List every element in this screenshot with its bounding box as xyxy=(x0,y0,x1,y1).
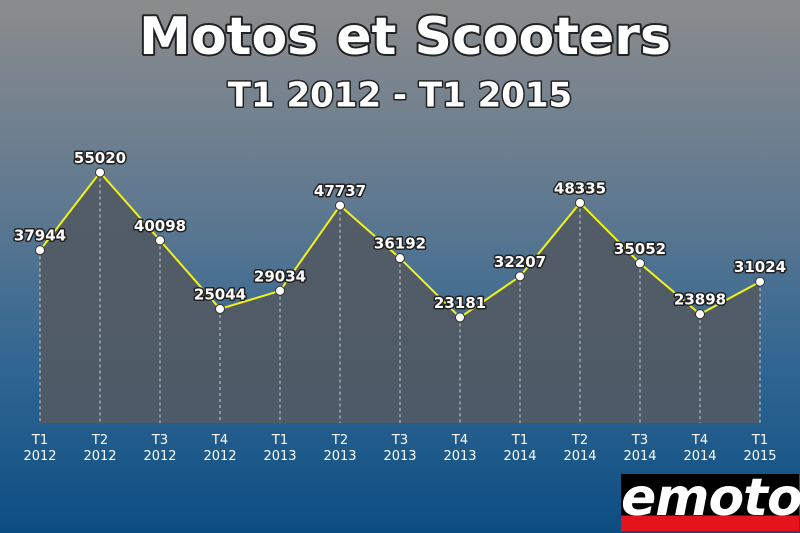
point xyxy=(695,309,705,320)
chart-title: Motos et Scooters xyxy=(139,7,671,67)
point xyxy=(755,276,765,287)
x-tick-label: T3 2013 xyxy=(383,433,417,464)
x-tick-label: T2 2013 xyxy=(323,433,357,464)
x-tick-label: T4 2014 xyxy=(683,433,717,464)
logo: emoto xyxy=(621,468,800,531)
point xyxy=(35,245,45,256)
x-tick-label: T2 2014 xyxy=(563,433,597,464)
value-label: 23181 xyxy=(434,294,486,312)
x-tick-label: T1 2013 xyxy=(263,433,297,464)
x-tick-label: T4 2012 xyxy=(203,433,237,464)
point xyxy=(635,258,645,269)
point xyxy=(395,253,405,264)
value-label: 40098 xyxy=(134,217,186,235)
point xyxy=(215,303,225,314)
point xyxy=(275,285,285,296)
x-tick-label: T2 2012 xyxy=(83,433,117,464)
point xyxy=(575,197,585,208)
value-label: 23898 xyxy=(674,291,726,309)
value-label: 47737 xyxy=(314,182,366,200)
value-label: 37944 xyxy=(14,227,66,245)
x-tick-label: T1 2014 xyxy=(503,433,537,464)
chart-subtitle: T1 2012 - T1 2015 xyxy=(228,76,572,116)
x-tick-label: T1 2015 xyxy=(743,433,777,464)
x-tick-label: T3 2014 xyxy=(623,433,657,464)
x-tick-label: T3 2012 xyxy=(143,433,177,464)
point xyxy=(335,200,345,211)
x-tick-label: T1 2012 xyxy=(23,433,57,464)
x-tick-label: T4 2013 xyxy=(443,433,477,464)
value-label: 32207 xyxy=(494,253,546,271)
point xyxy=(155,235,165,246)
value-label: 31024 xyxy=(734,258,786,276)
point xyxy=(455,312,465,323)
point xyxy=(515,271,525,282)
value-label: 55020 xyxy=(74,149,126,167)
value-label: 29034 xyxy=(254,267,306,285)
value-label: 35052 xyxy=(614,240,666,258)
point xyxy=(95,167,105,178)
value-label: 36192 xyxy=(374,235,426,253)
logo-text: emoto xyxy=(621,468,800,528)
value-label: 48335 xyxy=(554,179,606,197)
value-label: 25044 xyxy=(194,285,246,303)
